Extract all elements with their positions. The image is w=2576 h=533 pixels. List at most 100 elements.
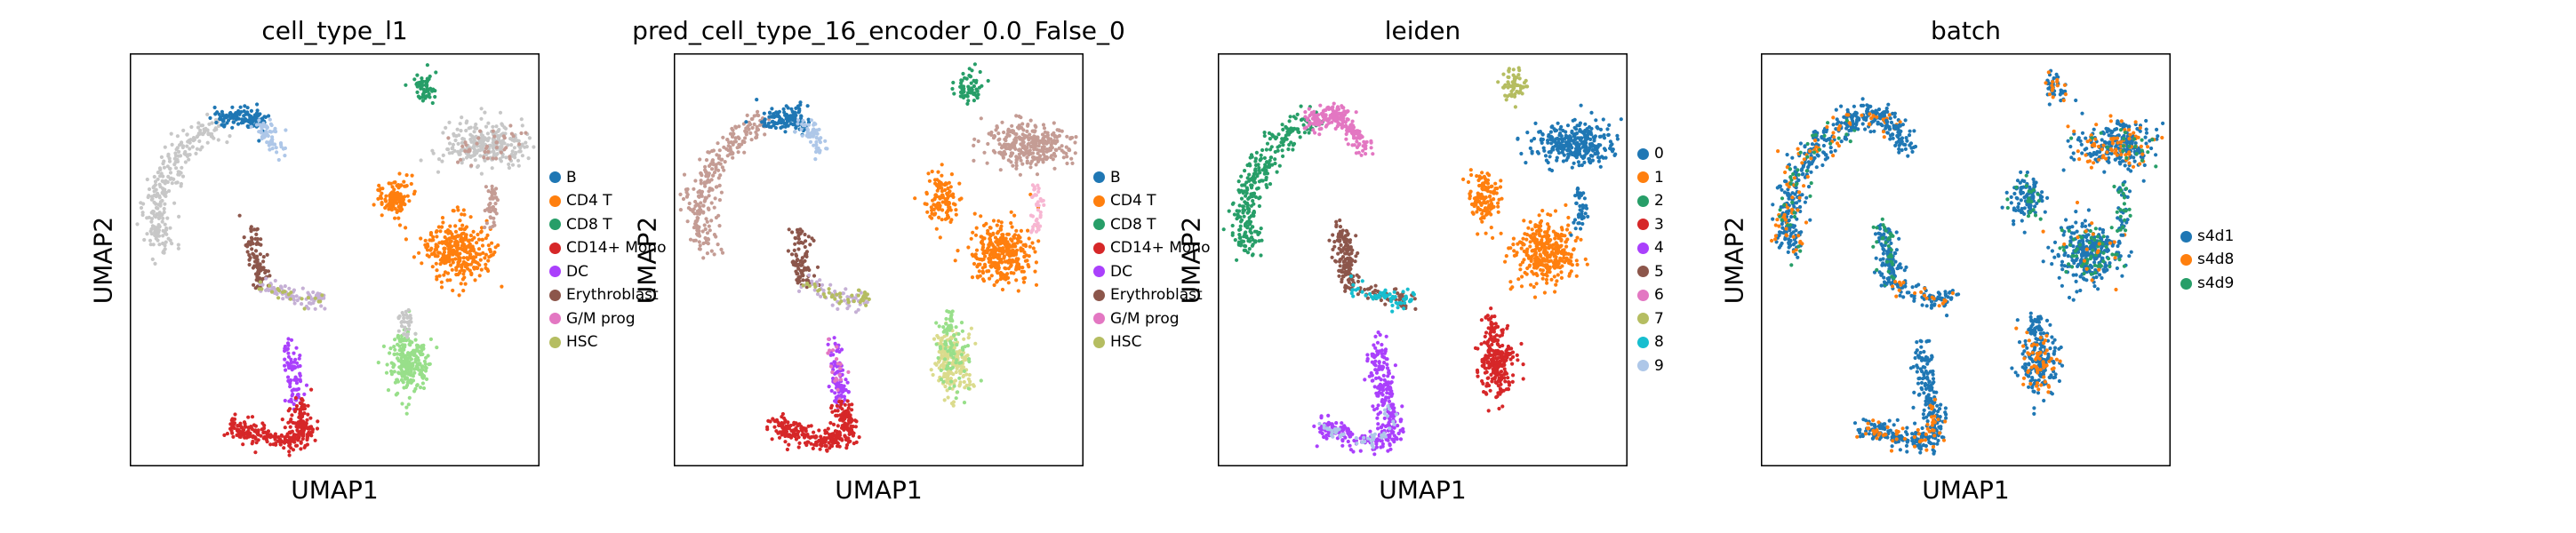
data-point: [516, 139, 521, 143]
data-point: [1025, 129, 1029, 133]
data-point: [807, 273, 812, 277]
data-point: [806, 440, 811, 444]
data-point: [192, 138, 196, 142]
data-point: [1258, 195, 1262, 200]
data-point: [318, 299, 323, 304]
data-point: [1247, 195, 1252, 200]
data-point: [520, 123, 524, 128]
data-point: [838, 378, 844, 382]
data-point: [827, 385, 831, 389]
data-point: [943, 385, 948, 389]
data-point: [479, 171, 484, 176]
legend-label: B: [1110, 168, 1121, 187]
data-point: [407, 361, 412, 365]
data-point: [403, 325, 407, 330]
data-point: [685, 187, 690, 192]
data-point: [439, 225, 444, 229]
data-point: [290, 413, 294, 418]
data-point: [423, 365, 428, 370]
data-point: [399, 355, 404, 361]
data-point: [956, 390, 960, 394]
data-point: [698, 157, 702, 162]
data-point: [320, 293, 324, 298]
data-point: [1006, 158, 1011, 163]
data-point: [490, 187, 494, 192]
data-point: [1251, 225, 1255, 229]
data-point: [435, 243, 439, 249]
data-point: [839, 347, 844, 352]
data-point: [255, 266, 260, 270]
data-point: [936, 170, 940, 174]
data-point: [688, 207, 692, 211]
data-point: [1036, 208, 1040, 212]
data-point: [156, 177, 160, 181]
data-point: [837, 434, 842, 439]
data-point: [693, 199, 698, 204]
data-point: [1028, 151, 1033, 156]
data-point: [150, 257, 155, 261]
data-point: [305, 442, 309, 447]
data-point: [1070, 161, 1075, 165]
data-point: [507, 165, 511, 171]
data-point: [699, 179, 703, 183]
data-point: [1267, 131, 1272, 135]
data-point: [804, 282, 809, 286]
data-point: [264, 129, 268, 134]
data-point: [476, 266, 480, 270]
data-point: [714, 215, 718, 220]
data-point: [431, 238, 436, 243]
data-point: [268, 117, 272, 122]
data-point: [393, 199, 397, 203]
data-point: [253, 435, 258, 440]
data-point: [300, 436, 305, 442]
data-point: [707, 179, 711, 183]
data-point: [780, 120, 786, 124]
data-point: [459, 129, 463, 133]
data-point: [805, 266, 810, 271]
data-point: [465, 256, 469, 260]
data-point: [419, 236, 423, 241]
legend-label: DC: [566, 262, 588, 281]
data-point: [698, 243, 702, 248]
data-point: [1289, 140, 1293, 145]
data-point: [944, 181, 948, 186]
data-point: [1255, 172, 1260, 177]
data-point: [749, 138, 754, 142]
data-point: [287, 366, 292, 370]
data-point: [1032, 222, 1037, 227]
data-point: [278, 141, 284, 146]
data-point: [306, 434, 310, 438]
data-point: [1337, 239, 1341, 243]
data-point: [1030, 227, 1035, 232]
data-point: [826, 426, 830, 431]
data-point: [404, 411, 409, 416]
data-point: [1252, 171, 1257, 176]
data-point: [813, 434, 819, 440]
data-point: [509, 131, 514, 136]
data-point: [966, 99, 971, 103]
data-point: [483, 149, 487, 155]
data-point: [453, 235, 458, 241]
data-point: [1244, 194, 1248, 198]
data-point: [1024, 134, 1028, 139]
data-point: [695, 228, 700, 233]
data-point: [1343, 269, 1348, 274]
data-point: [1001, 155, 1005, 160]
data-point: [158, 185, 163, 189]
data-point: [800, 272, 804, 276]
data-point: [942, 360, 947, 364]
data-point: [474, 122, 478, 127]
data-point: [476, 252, 480, 257]
data-point: [402, 316, 406, 321]
data-point: [1026, 228, 1030, 233]
data-point: [944, 316, 948, 322]
data-point: [258, 280, 262, 284]
data-point: [494, 211, 499, 216]
data-point: [283, 426, 287, 430]
data-point: [163, 145, 167, 149]
data-point: [987, 243, 991, 247]
data-point: [250, 237, 254, 242]
legend-label: HSC: [566, 333, 598, 351]
data-point: [156, 171, 160, 175]
data-point: [302, 421, 307, 426]
